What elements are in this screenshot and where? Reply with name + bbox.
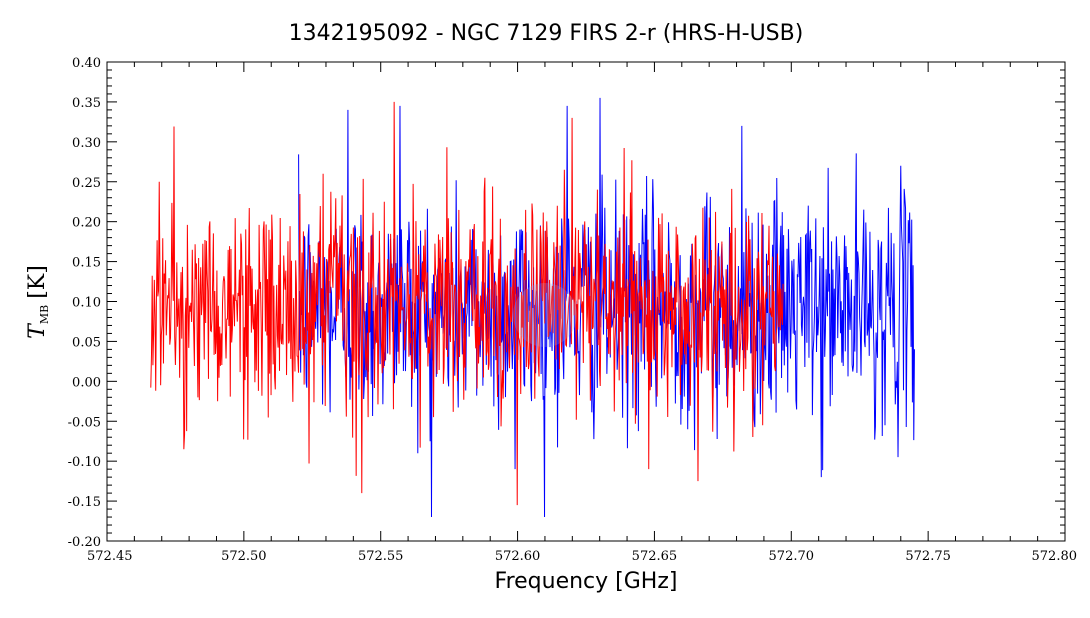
x-tick-label: 572.50 xyxy=(221,549,267,564)
x-tick-label: 572.45 xyxy=(87,549,133,564)
y-tick-label: 0.20 xyxy=(72,216,101,231)
y-tick-label: -0.20 xyxy=(68,535,101,550)
y-tick-label: 0.00 xyxy=(72,375,101,390)
x-tick-label: 572.60 xyxy=(495,549,541,564)
x-tick-label: 572.55 xyxy=(358,549,404,564)
y-axis-label-symbol: T xyxy=(25,322,50,339)
series-line-0 xyxy=(298,97,915,518)
y-axis-label: TMB [K] xyxy=(25,265,51,339)
y-tick-label: 0.25 xyxy=(72,176,101,191)
chart-title: 1342195092 - NGC 7129 FIRS 2-r (HRS-H-US… xyxy=(289,21,804,46)
x-tick-label: 572.70 xyxy=(769,549,815,564)
y-tick-label: 0.05 xyxy=(72,335,101,350)
y-tick-label: 0.15 xyxy=(72,256,101,271)
y-tick-label: 0.10 xyxy=(72,296,101,311)
y-axis-label-subscript: MB xyxy=(38,305,51,324)
watermark-logo xyxy=(513,283,577,347)
x-tick-label: 572.80 xyxy=(1032,549,1078,564)
x-axis-label: Frequency [GHz] xyxy=(495,569,678,594)
y-axis-label-unit: [K] xyxy=(25,265,50,299)
y-tick-label: 0.40 xyxy=(72,56,101,71)
y-axis-ticks: -0.20 -0.15 -0.10 -0.05 0.00 0.05 0.10 0.15 0.20… xyxy=(68,56,1065,550)
y-tick-label: -0.15 xyxy=(68,495,101,510)
y-tick-label: 0.30 xyxy=(72,136,101,151)
y-tick-label: 0.35 xyxy=(72,96,101,111)
x-tick-label: 572.65 xyxy=(632,549,678,564)
x-tick-label: 572.75 xyxy=(905,549,951,564)
x-axis-ticks: 572.45 572.50 572.55 572.60 572.65 572.70 572.… xyxy=(87,62,1077,564)
y-tick-label: -0.05 xyxy=(68,415,101,430)
series-line-1 xyxy=(150,101,784,506)
y-tick-label: -0.10 xyxy=(68,455,101,470)
series-layer xyxy=(150,97,915,518)
